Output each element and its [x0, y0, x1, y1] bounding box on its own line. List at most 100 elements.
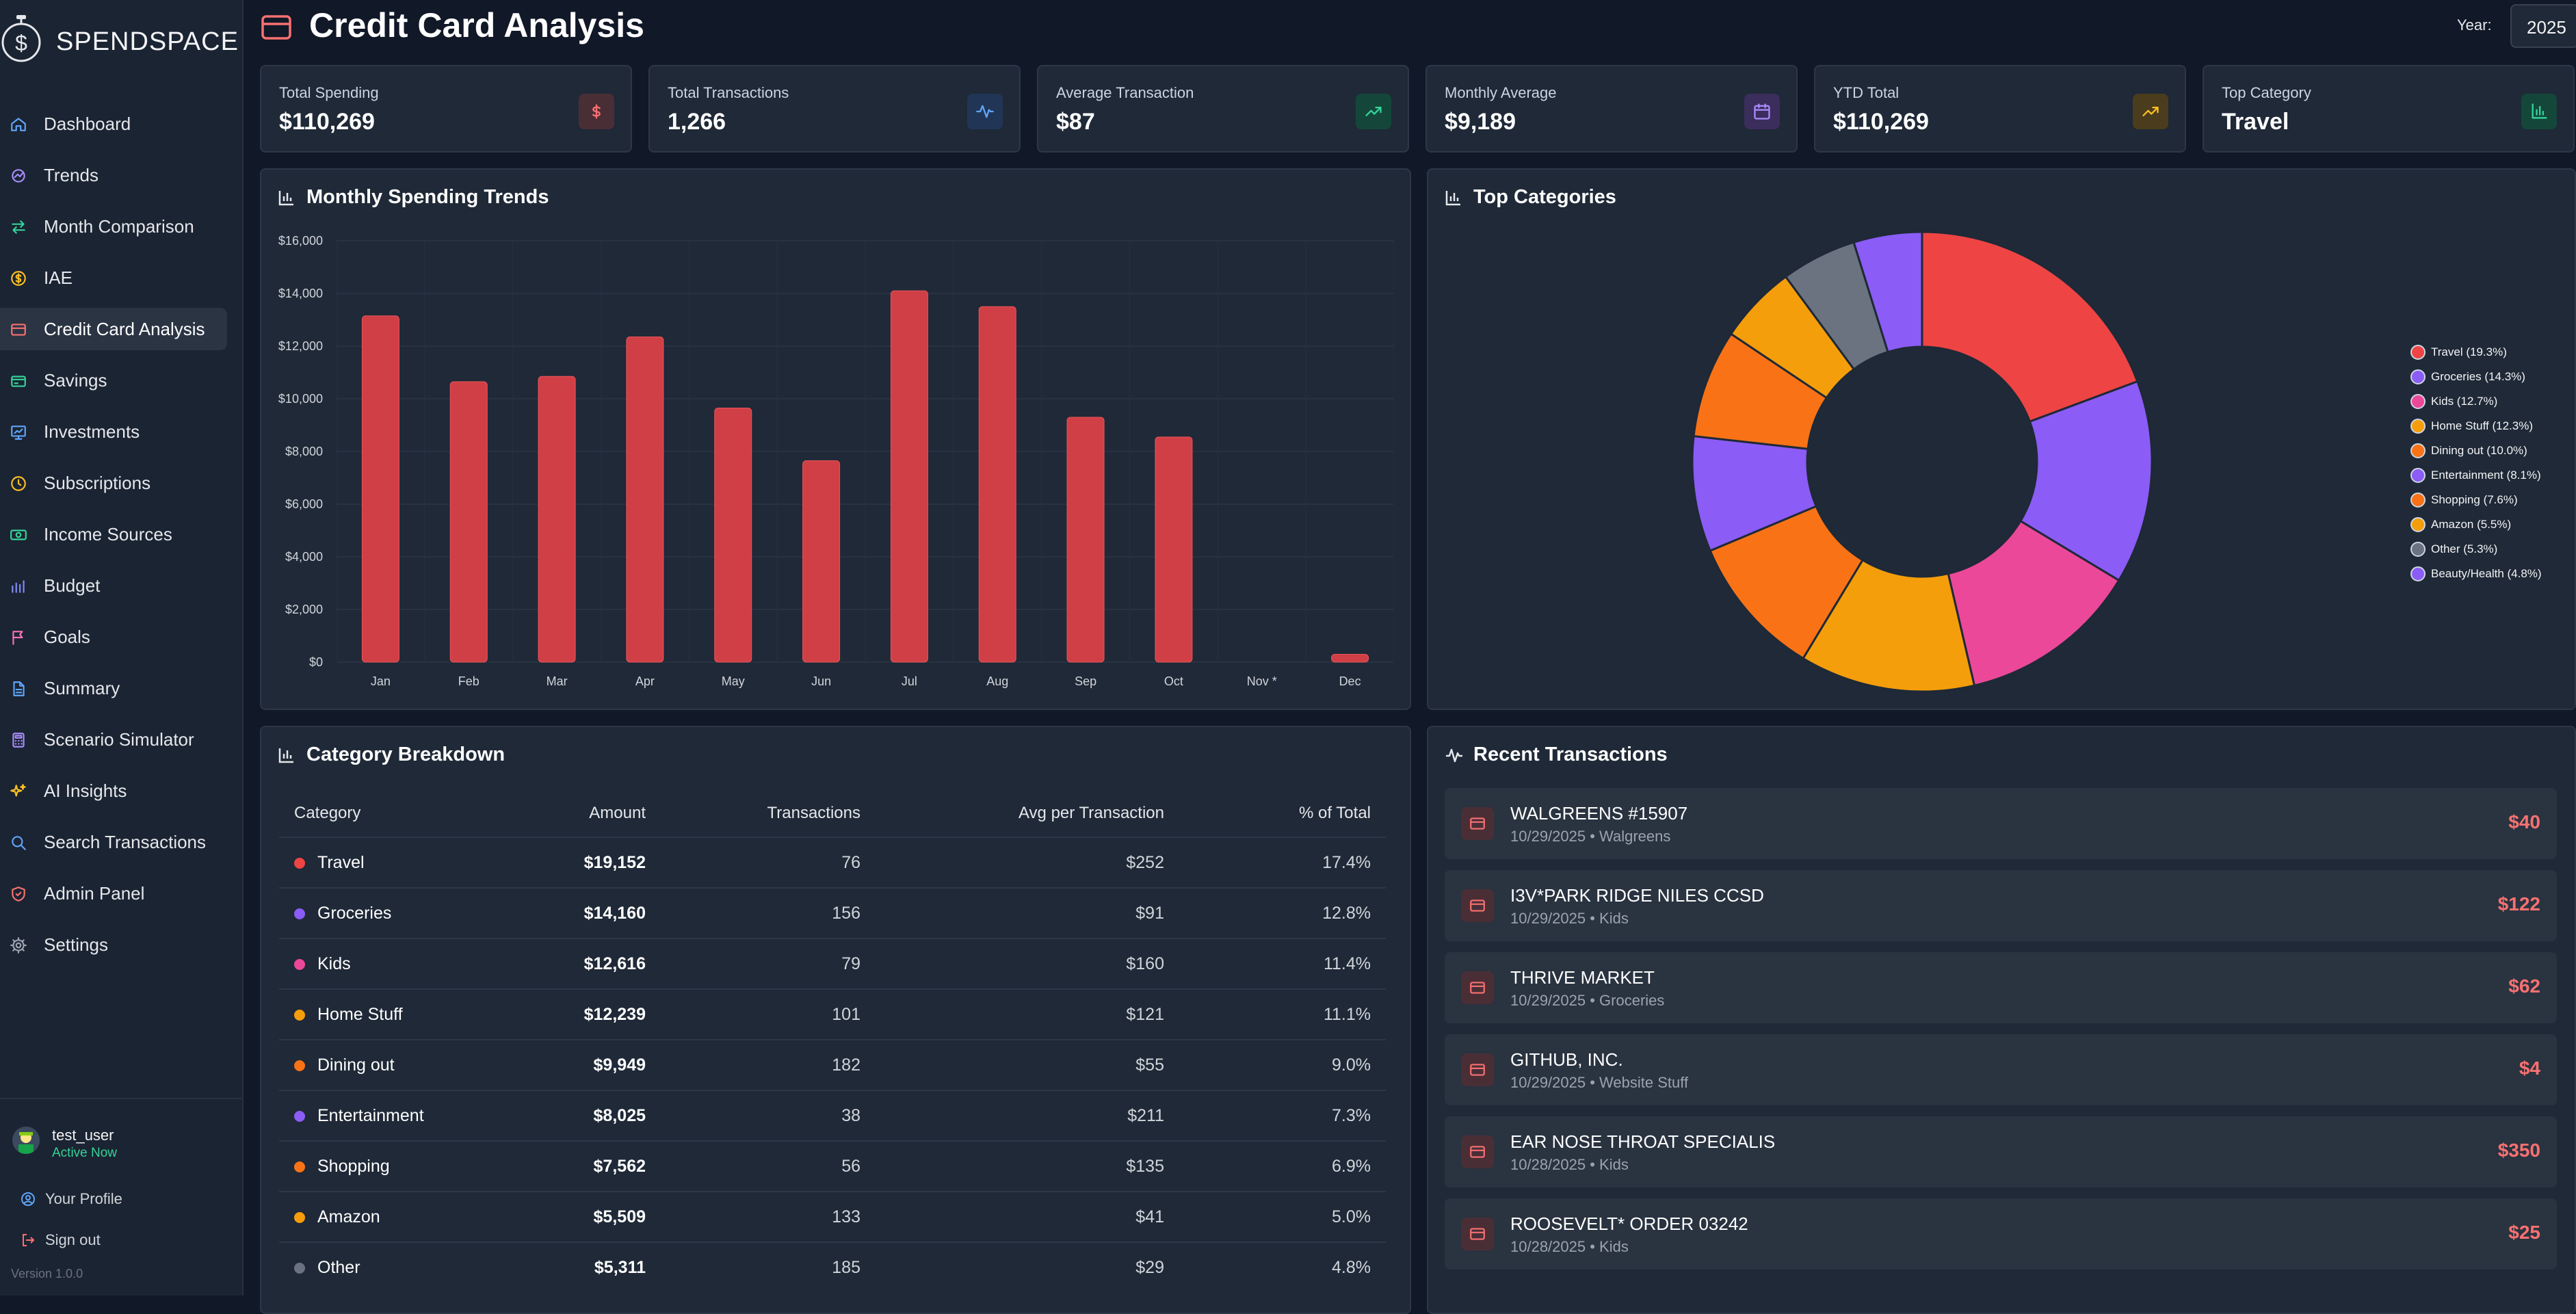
- legend-item[interactable]: Entertainment (8.1%): [2410, 463, 2542, 488]
- sidebar-item-summary[interactable]: Summary: [0, 667, 227, 709]
- category-color-dot: [294, 1060, 305, 1071]
- legend-item[interactable]: Groceries (14.3%): [2410, 365, 2542, 389]
- pct-cell: 17.4%: [1179, 837, 1386, 888]
- table-row[interactable]: Groceries $14,160 156 $91 12.8%: [279, 887, 1386, 938]
- x-tick-label: Dec: [1339, 674, 1361, 688]
- bar-oct[interactable]: [1155, 436, 1193, 663]
- table-row[interactable]: Amazon $5,509 133 $41 5.0%: [279, 1191, 1386, 1242]
- transaction-category: Groceries: [1599, 992, 1665, 1009]
- sidebar-item-search-transactions[interactable]: Search Transactions: [0, 821, 227, 863]
- legend-item[interactable]: Travel (19.3%): [2410, 340, 2542, 365]
- bar-chart-icon: [278, 189, 295, 210]
- table-row[interactable]: Kids $12,616 79 $160 11.4%: [279, 938, 1386, 989]
- legend-item[interactable]: Dining out (10.0%): [2410, 438, 2542, 463]
- category-name: Home Stuff: [317, 1004, 403, 1024]
- transaction-date: 10/29/2025: [1510, 992, 1586, 1009]
- table-row[interactable]: Home Stuff $12,239 101 $121 11.1%: [279, 988, 1386, 1040]
- y-tick-label: $6,000: [285, 497, 323, 511]
- bar-may[interactable]: [714, 407, 752, 663]
- donut-slice-beauty-health[interactable]: [1852, 231, 1923, 354]
- table-row[interactable]: Travel $19,152 76 $252 17.4%: [279, 837, 1386, 888]
- donut-slice-travel[interactable]: [1921, 231, 2139, 423]
- transaction-item[interactable]: THRIVE MARKET 10/29/2025 • Groceries $62: [1445, 952, 2557, 1023]
- savings-icon: [10, 372, 27, 390]
- sidebar-item-trends[interactable]: Trends: [0, 154, 227, 196]
- transaction-item[interactable]: EAR NOSE THROAT SPECIALIS 10/28/2025 • K…: [1445, 1116, 2557, 1187]
- sidebar-item-credit-card-analysis[interactable]: Credit Card Analysis: [0, 308, 227, 350]
- transactions-cell: 56: [661, 1140, 876, 1192]
- col-pct-of-total[interactable]: % of Total: [1299, 804, 1371, 822]
- sign-out-label: Sign out: [45, 1231, 101, 1248]
- brand-logo[interactable]: $ SPENDSPACE: [0, 14, 239, 63]
- sidebar-item-investments[interactable]: Investments: [0, 410, 227, 453]
- bar-feb[interactable]: [449, 381, 488, 663]
- col-category[interactable]: Category: [294, 804, 361, 822]
- bar-apr[interactable]: [626, 337, 664, 663]
- sidebar-item-settings[interactable]: Settings: [0, 923, 227, 966]
- sidebar-item-savings[interactable]: Savings: [0, 359, 227, 402]
- transaction-item[interactable]: ROOSEVELT* ORDER 03242 10/28/2025 • Kids…: [1445, 1198, 2557, 1270]
- bar-sep[interactable]: [1066, 417, 1105, 663]
- category-cell: Dining out: [279, 1039, 487, 1090]
- transactions-cell: 156: [661, 887, 876, 938]
- sidebar-item-goals[interactable]: Goals: [0, 616, 227, 658]
- legend-item[interactable]: Other (5.3%): [2410, 537, 2542, 562]
- legend-item[interactable]: Kids (12.7%): [2410, 389, 2542, 414]
- transaction-amount: $25: [2508, 1222, 2540, 1243]
- bar-jan[interactable]: [361, 315, 399, 663]
- sidebar-item-iae[interactable]: IAE: [0, 257, 227, 299]
- your-profile-link[interactable]: Your Profile: [21, 1187, 122, 1211]
- legend-item[interactable]: Beauty/Health (4.8%): [2410, 562, 2542, 586]
- col-transactions[interactable]: Transactions: [767, 804, 861, 822]
- x-tick-label: Feb: [458, 674, 479, 688]
- transaction-name: I3V*PARK RIDGE NILES CCSD: [1510, 885, 1764, 906]
- bar-dec[interactable]: [1331, 653, 1369, 663]
- category-cell: Amazon: [279, 1191, 487, 1242]
- sidebar-item-scenario-simulator[interactable]: Scenario Simulator: [0, 718, 227, 761]
- year-select[interactable]: 2025: [2510, 4, 2576, 48]
- sidebar-item-label: Month Comparison: [44, 215, 194, 237]
- table-row[interactable]: Entertainment $8,025 38 $211 7.3%: [279, 1090, 1386, 1141]
- sidebar-item-budget[interactable]: Budget: [0, 564, 227, 607]
- avatar[interactable]: [12, 1127, 40, 1154]
- sign-out-link[interactable]: Sign out: [21, 1228, 101, 1252]
- credit-card-icon: [1461, 1218, 1494, 1250]
- col-amount[interactable]: Amount: [589, 804, 646, 822]
- sidebar-item-month-comparison[interactable]: Month Comparison: [0, 205, 227, 248]
- legend-item[interactable]: Shopping (7.6%): [2410, 488, 2542, 512]
- sidebar-item-admin-panel[interactable]: Admin Panel: [0, 872, 227, 915]
- transaction-name: WALGREENS #15907: [1510, 803, 1688, 824]
- sidebar-item-dashboard[interactable]: Dashboard: [0, 103, 227, 145]
- transaction-item[interactable]: WALGREENS #15907 10/29/2025 • Walgreens …: [1445, 788, 2557, 859]
- table-row[interactable]: Dining out $9,949 182 $55 9.0%: [279, 1039, 1386, 1090]
- legend-item[interactable]: Home Stuff (12.3%): [2410, 414, 2542, 438]
- credit-card-icon: [10, 321, 27, 339]
- stat-label: Total Transactions: [668, 84, 789, 101]
- bar-jun[interactable]: [802, 460, 841, 663]
- transactions-cell: 101: [661, 988, 876, 1040]
- sidebar-item-income-sources[interactable]: Income Sources: [0, 513, 227, 555]
- x-tick-label: Sep: [1075, 674, 1096, 688]
- category-cell: Groceries: [279, 887, 487, 938]
- table-row[interactable]: Other $5,311 185 $29 4.8%: [279, 1241, 1386, 1292]
- stat-value: $110,269: [279, 109, 375, 135]
- bar-jul[interactable]: [890, 290, 928, 663]
- donut-slice-home-stuff[interactable]: [1802, 558, 1976, 693]
- donut-slice-kids[interactable]: [1947, 519, 2120, 687]
- legend-swatch: [2410, 566, 2426, 581]
- your-profile-label: Your Profile: [45, 1190, 122, 1207]
- bar-aug[interactable]: [978, 306, 1016, 663]
- bar-mar[interactable]: [538, 376, 576, 663]
- table-row[interactable]: Shopping $7,562 56 $135 6.9%: [279, 1140, 1386, 1192]
- sidebar-item-subscriptions[interactable]: Subscriptions: [0, 462, 227, 504]
- legend-swatch: [2410, 468, 2426, 483]
- donut-slice-groceries[interactable]: [2019, 380, 2153, 582]
- transaction-item[interactable]: GITHUB, INC. 10/29/2025 • Website Stuff …: [1445, 1034, 2557, 1105]
- transaction-item[interactable]: I3V*PARK RIDGE NILES CCSD 10/29/2025 • K…: [1445, 870, 2557, 941]
- legend-item[interactable]: Amazon (5.5%): [2410, 512, 2542, 537]
- legend-swatch: [2410, 369, 2426, 384]
- sidebar-item-label: Search Transactions: [44, 831, 207, 852]
- col-avg-per-transaction[interactable]: Avg per Transaction: [1018, 804, 1164, 822]
- avg-cell: $41: [876, 1191, 1179, 1242]
- sidebar-item-ai-insights[interactable]: AI Insights: [0, 770, 227, 812]
